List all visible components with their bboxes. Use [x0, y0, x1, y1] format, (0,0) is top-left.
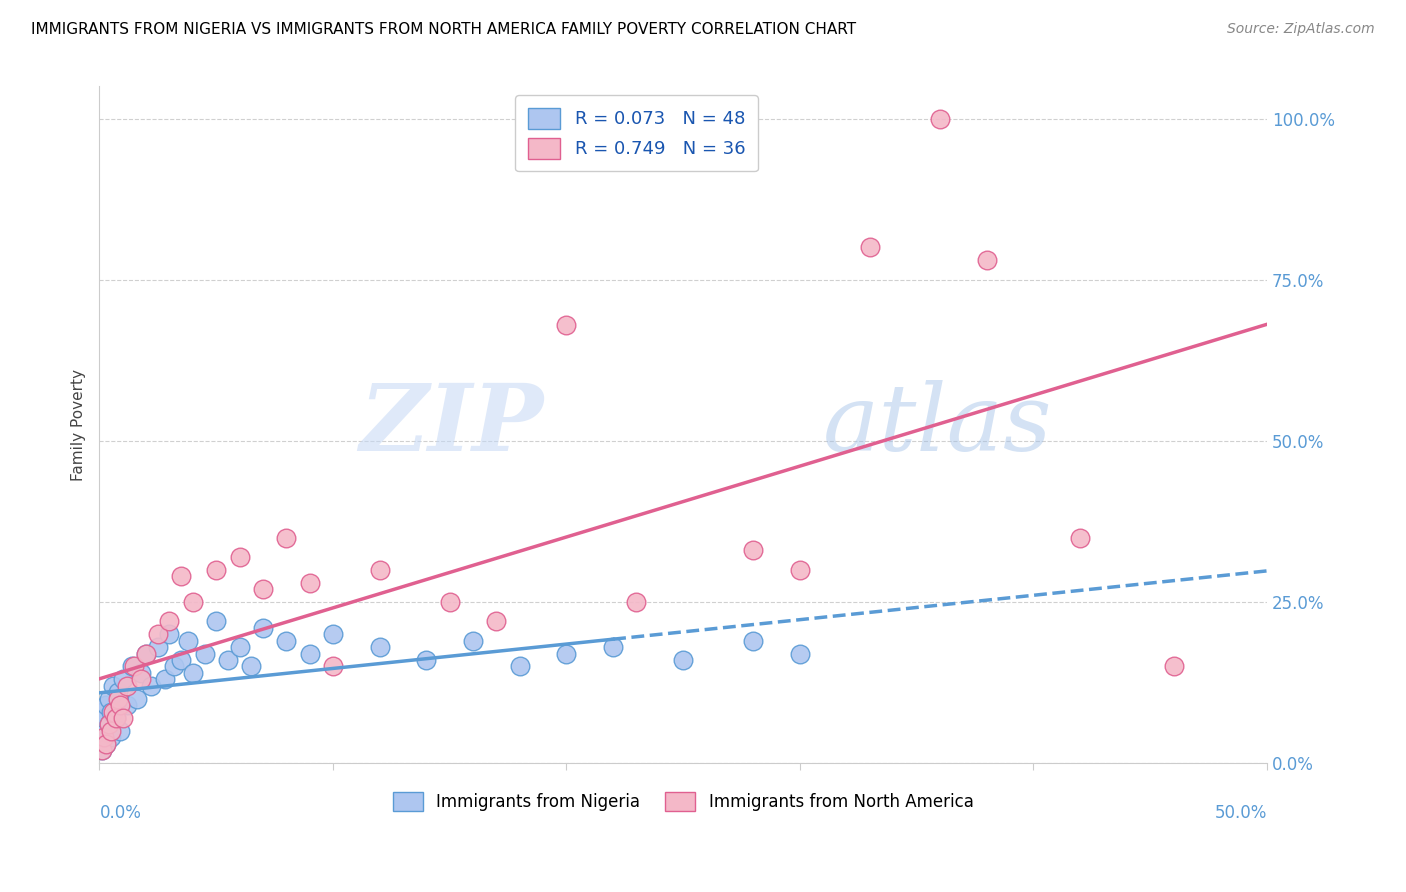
Point: [124, 659, 146, 673]
Point: [217, 653, 239, 667]
Point: [125, 691, 148, 706]
Point: [97, 691, 120, 706]
Point: [107, 691, 129, 706]
Point: [1069, 531, 1091, 545]
Point: [93, 731, 115, 745]
Point: [322, 627, 344, 641]
Point: [602, 640, 624, 654]
Point: [205, 615, 228, 629]
Point: [107, 685, 129, 699]
Point: [131, 673, 153, 687]
Text: Source: ZipAtlas.com: Source: ZipAtlas.com: [1227, 22, 1375, 37]
Point: [121, 659, 143, 673]
Point: [368, 563, 391, 577]
Point: [170, 653, 193, 667]
Point: [672, 653, 695, 667]
Point: [555, 647, 578, 661]
Point: [117, 698, 139, 712]
Point: [322, 659, 344, 673]
Point: [146, 640, 169, 654]
Point: [100, 723, 122, 738]
Point: [93, 723, 115, 738]
Point: [1163, 659, 1185, 673]
Point: [368, 640, 391, 654]
Point: [170, 569, 193, 583]
Text: ZIP: ZIP: [359, 380, 543, 470]
Point: [163, 659, 186, 673]
Point: [97, 717, 120, 731]
Point: [252, 582, 274, 596]
Point: [110, 698, 132, 712]
Point: [90, 743, 112, 757]
Point: [276, 633, 298, 648]
Text: atlas: atlas: [824, 380, 1053, 470]
Point: [135, 647, 157, 661]
Point: [789, 647, 811, 661]
Point: [90, 743, 112, 757]
Point: [976, 253, 998, 268]
Point: [135, 647, 157, 661]
Point: [159, 627, 181, 641]
Point: [146, 627, 169, 641]
Point: [929, 112, 952, 126]
Point: [626, 595, 648, 609]
Point: [228, 640, 250, 654]
Point: [461, 633, 484, 648]
Point: [859, 240, 882, 254]
Point: [439, 595, 461, 609]
Point: [110, 723, 132, 738]
Point: [103, 679, 125, 693]
Point: [252, 621, 274, 635]
Point: [104, 711, 127, 725]
Point: [90, 705, 112, 719]
Point: [93, 711, 115, 725]
Point: [111, 673, 134, 687]
Point: [131, 665, 153, 680]
Point: [240, 659, 263, 673]
Point: [789, 563, 811, 577]
Text: IMMIGRANTS FROM NIGERIA VS IMMIGRANTS FROM NORTH AMERICA FAMILY POVERTY CORRELAT: IMMIGRANTS FROM NIGERIA VS IMMIGRANTS FR…: [31, 22, 856, 37]
Point: [509, 659, 531, 673]
Point: [97, 717, 120, 731]
Point: [153, 673, 176, 687]
Point: [205, 563, 228, 577]
Legend: Immigrants from Nigeria, Immigrants from North America: Immigrants from Nigeria, Immigrants from…: [381, 780, 986, 822]
Point: [742, 543, 765, 558]
Point: [485, 615, 508, 629]
Point: [111, 711, 134, 725]
Point: [96, 737, 118, 751]
Point: [181, 665, 204, 680]
Point: [415, 653, 437, 667]
Point: [104, 711, 127, 725]
Point: [159, 615, 181, 629]
Point: [298, 647, 321, 661]
Text: 0.0%: 0.0%: [100, 804, 142, 822]
Point: [103, 705, 125, 719]
Point: [276, 531, 298, 545]
Point: [139, 679, 162, 693]
Point: [742, 633, 765, 648]
Point: [298, 575, 321, 590]
Point: [177, 633, 200, 648]
Point: [181, 595, 204, 609]
Point: [555, 318, 578, 332]
Point: [193, 647, 215, 661]
Point: [100, 731, 122, 745]
Point: [90, 731, 112, 745]
Y-axis label: Family Poverty: Family Poverty: [72, 368, 86, 481]
Point: [228, 549, 250, 564]
Point: [117, 679, 139, 693]
Text: 50.0%: 50.0%: [1215, 804, 1267, 822]
Point: [90, 717, 112, 731]
Point: [100, 705, 122, 719]
Point: [96, 698, 118, 712]
Point: [96, 737, 118, 751]
